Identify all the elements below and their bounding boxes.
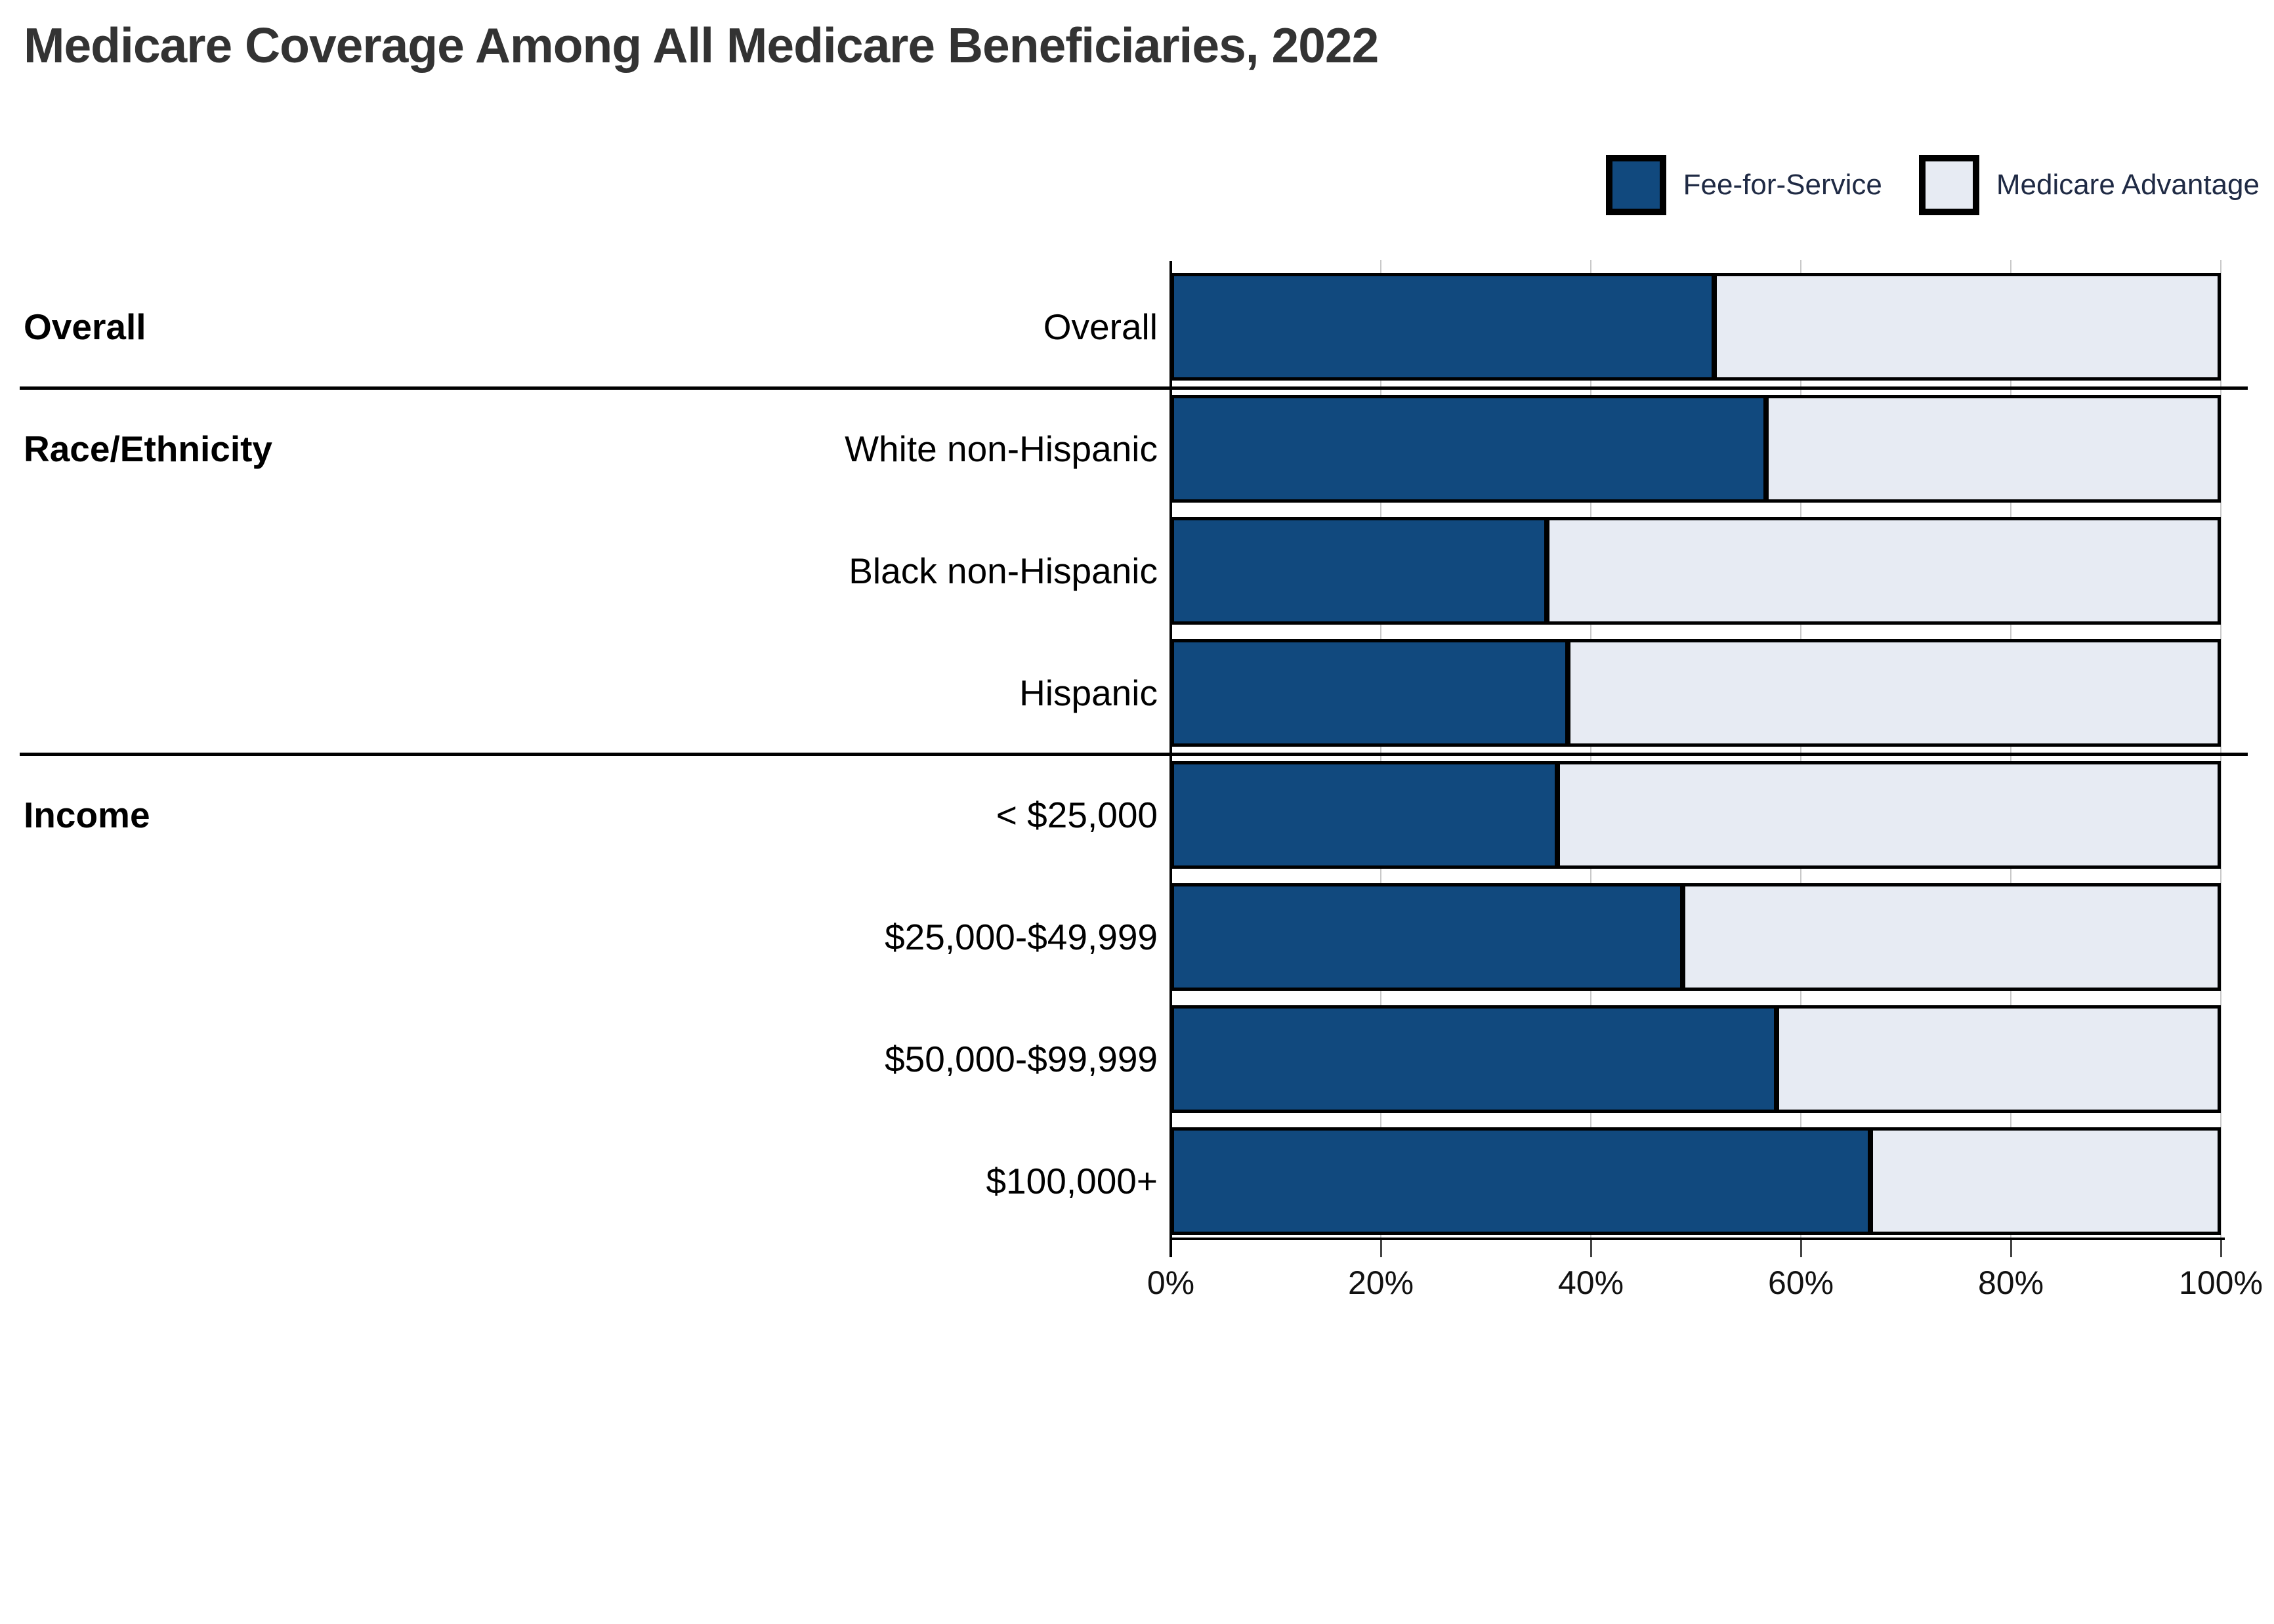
gridline bbox=[2010, 260, 2011, 1240]
axis-tick-label: 80% bbox=[1977, 1264, 2044, 1301]
y-axis-line bbox=[1169, 261, 1172, 1257]
legend: Fee-for-Service Medicare Advantage bbox=[1605, 155, 2260, 215]
bar-row bbox=[1171, 1005, 2221, 1113]
bar-row bbox=[1171, 761, 2221, 869]
bar-segment-fee-for-service bbox=[1174, 642, 1571, 743]
legend-item-medicare-advantage: Medicare Advantage bbox=[1918, 155, 2260, 215]
bar-segment-medicare-advantage bbox=[1560, 764, 2218, 865]
bar-row bbox=[1171, 395, 2221, 503]
row-label: Overall bbox=[1043, 306, 1158, 347]
axis-tick-label: 20% bbox=[1347, 1264, 1414, 1301]
row-label: $100,000+ bbox=[986, 1161, 1158, 1201]
bar-row bbox=[1171, 1127, 2221, 1235]
section-header: Overall bbox=[24, 306, 146, 347]
bar-segment-medicare-advantage bbox=[1685, 886, 2218, 988]
bar-segment-fee-for-service bbox=[1174, 1009, 1780, 1110]
axis-tick bbox=[2220, 1238, 2222, 1257]
axis-tick-label: 0% bbox=[1147, 1264, 1195, 1301]
bar-segment-medicare-advantage bbox=[1779, 1009, 2218, 1110]
bar-segment-fee-for-service bbox=[1174, 276, 1717, 377]
axis-tick bbox=[2010, 1238, 2012, 1257]
bar-segment-fee-for-service bbox=[1174, 398, 1769, 499]
bar-segment-medicare-advantage bbox=[1716, 276, 2218, 377]
bar-row bbox=[1171, 639, 2221, 747]
bar-segment-medicare-advantage bbox=[1769, 398, 2218, 499]
bar-row bbox=[1171, 883, 2221, 991]
section-divider bbox=[20, 386, 2248, 390]
axis-tick-label: 40% bbox=[1557, 1264, 1624, 1301]
bar-segment-fee-for-service bbox=[1174, 764, 1561, 865]
bar-segment-medicare-advantage bbox=[1570, 642, 2218, 743]
legend-label-medicare-advantage: Medicare Advantage bbox=[1996, 169, 2260, 201]
row-label: $25,000-$49,999 bbox=[885, 917, 1158, 957]
axis-tick-label: 100% bbox=[2179, 1264, 2263, 1301]
bar-segment-fee-for-service bbox=[1174, 520, 1550, 621]
x-axis-line bbox=[1171, 1238, 2225, 1240]
section-header: Race/Ethnicity bbox=[24, 428, 273, 469]
legend-label-fee-for-service: Fee-for-Service bbox=[1683, 169, 1882, 201]
row-label: $50,000-$99,999 bbox=[885, 1039, 1158, 1079]
section-header: Income bbox=[24, 795, 150, 835]
bar-row bbox=[1171, 273, 2221, 381]
row-label: < $25,000 bbox=[996, 795, 1158, 835]
bar-segment-medicare-advantage bbox=[1873, 1131, 2218, 1232]
row-label: White non-Hispanic bbox=[845, 428, 1158, 469]
bar-segment-medicare-advantage bbox=[1549, 520, 2218, 621]
bar-row bbox=[1171, 517, 2221, 625]
legend-item-fee-for-service: Fee-for-Service bbox=[1605, 155, 1882, 215]
gridline bbox=[1800, 260, 1801, 1240]
gridline bbox=[1590, 260, 1591, 1240]
gridline bbox=[1380, 260, 1381, 1240]
row-label: Black non-Hispanic bbox=[849, 551, 1158, 591]
legend-swatch-fee-for-service-icon bbox=[1605, 155, 1666, 215]
axis-tick-label: 60% bbox=[1767, 1264, 1834, 1301]
chart-title: Medicare Coverage Among All Medicare Ben… bbox=[24, 18, 1379, 73]
row-label: Hispanic bbox=[1019, 673, 1158, 713]
bar-segment-fee-for-service bbox=[1174, 1131, 1874, 1232]
axis-tick bbox=[1380, 1238, 1382, 1257]
gridline bbox=[2220, 260, 2221, 1240]
axis-tick bbox=[1800, 1238, 1802, 1257]
axis-tick bbox=[1590, 1238, 1592, 1257]
legend-swatch-medicare-advantage-icon bbox=[1918, 155, 1979, 215]
section-divider bbox=[20, 753, 2248, 756]
bar-segment-fee-for-service bbox=[1174, 886, 1686, 988]
